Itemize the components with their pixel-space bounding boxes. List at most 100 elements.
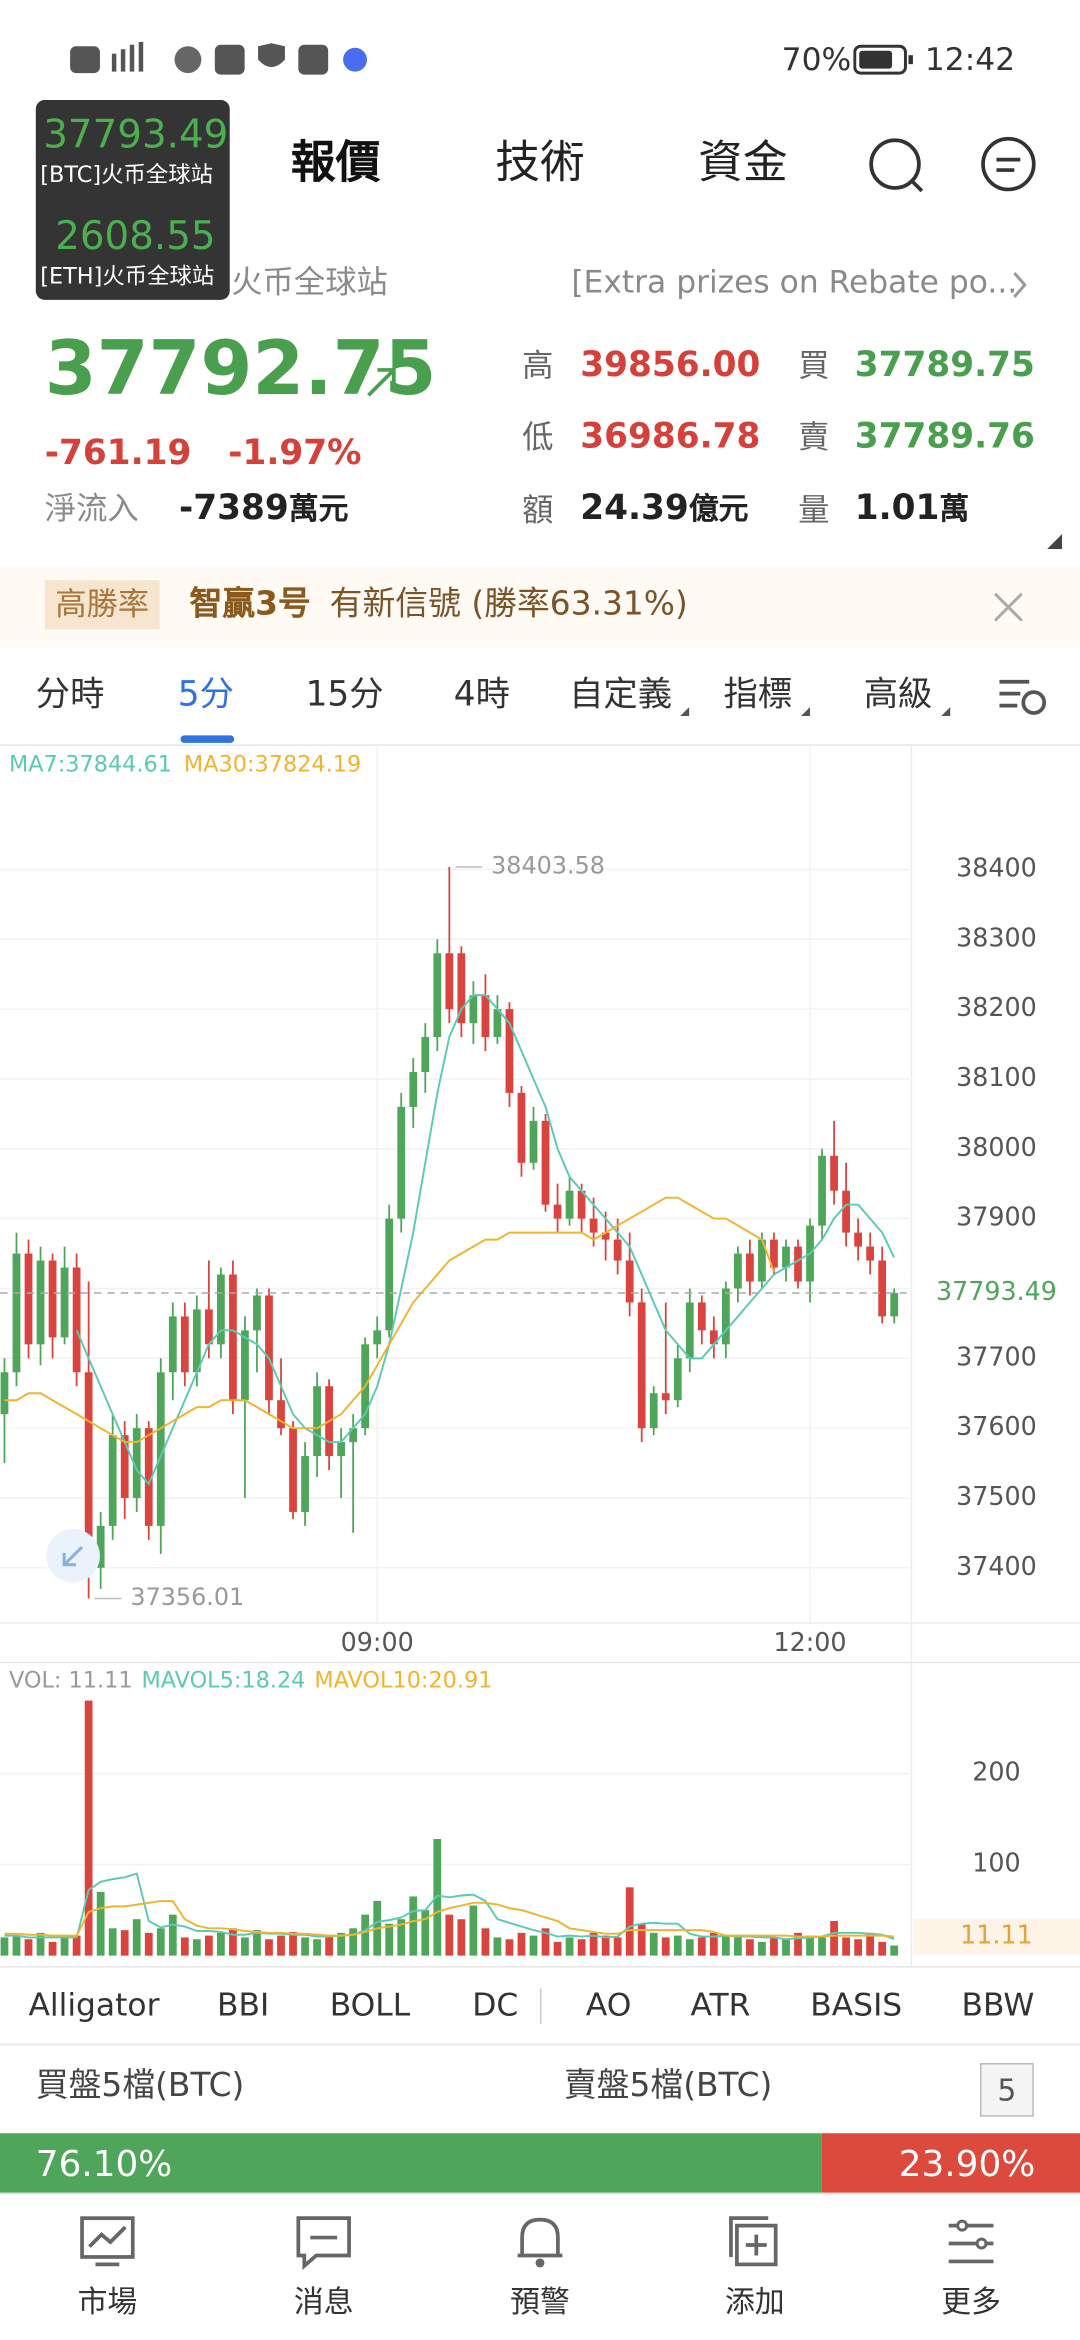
volume-bar (541, 1928, 550, 1956)
indicator-tab[interactable]: AO (585, 1986, 632, 2023)
indicator-tab[interactable]: BBW (961, 1986, 1035, 2023)
candle-body (217, 1274, 225, 1345)
y-tick-label: 37700 (956, 1341, 1037, 1371)
ticker-overlay[interactable]: 37793.49 [BTC]火币全球站 2608.55 [ETH]火币全球站 (35, 99, 230, 300)
indicator-tab[interactable]: BBI (217, 1986, 270, 2023)
volume-bar (229, 1928, 237, 1956)
candle-body (265, 1295, 273, 1401)
extreme-label: 37356.01 (130, 1583, 244, 1611)
interval-tab[interactable]: 指標 (723, 675, 793, 715)
legend-entry: MA7:37844.61 (9, 752, 172, 778)
interval-tab[interactable]: 5分 (177, 675, 234, 715)
volume-bar (349, 1928, 358, 1956)
candle-body (842, 1190, 850, 1233)
candle-body (577, 1190, 586, 1219)
interval-tab[interactable]: 分時 (35, 675, 105, 715)
candle-body (661, 1393, 670, 1401)
price-chart: 3740037500376003770037800379003800038100… (0, 745, 1080, 1664)
collapse-button[interactable] (45, 1528, 102, 1585)
nav-tab[interactable]: 資金 (698, 137, 788, 190)
divider (0, 1966, 1080, 1968)
candle-body (241, 1330, 249, 1401)
candle-body (541, 1120, 550, 1205)
divider (0, 1661, 1080, 1664)
depth-segment (0, 2133, 822, 2193)
stat-label: 高 (522, 347, 554, 384)
volume-bar (168, 1914, 177, 1956)
volume-bar (36, 1932, 45, 1956)
divider (0, 2043, 1080, 2046)
indicator-tab[interactable]: BASIS (810, 1986, 903, 2023)
depth-label: 23.90% (899, 2144, 1036, 2185)
chart-settings-icon[interactable] (996, 674, 1050, 719)
signal-badge: 高勝率 (44, 580, 160, 630)
candle-body (277, 1400, 285, 1429)
candle-body (529, 1120, 538, 1163)
candle-body (481, 995, 490, 1038)
y-tick-label: 38100 (956, 1062, 1037, 1092)
stat-value: 39856.00 (580, 346, 761, 385)
volume-bar (180, 1937, 189, 1956)
candle-body (433, 953, 442, 1038)
candle-body (553, 1204, 562, 1219)
candle-body (72, 1267, 81, 1373)
nav-tab[interactable]: 技術 (495, 137, 585, 190)
candle-body (313, 1386, 321, 1457)
promo-banner[interactable]: [Extra prizes on Rebate po... (571, 264, 1018, 300)
candle-body (445, 953, 454, 1010)
candle-body (84, 1372, 93, 1568)
nav-tab[interactable]: 報價 (290, 137, 381, 190)
volume-bar (842, 1937, 850, 1956)
close-icon[interactable] (990, 589, 1026, 625)
indicator-tab[interactable]: ATR (690, 1986, 751, 2023)
interval-tab[interactable]: 自定義 (569, 675, 673, 715)
stat-label: 量 (798, 492, 830, 529)
candle-body (0, 1372, 9, 1415)
nav-item[interactable]: 消息 (293, 2283, 354, 2320)
candle-body (12, 1253, 21, 1373)
signal-banner[interactable] (0, 566, 1080, 648)
interval-tab[interactable]: 15分 (305, 675, 384, 715)
status-icons (70, 41, 367, 75)
indicator-tab[interactable]: BOLL (329, 1986, 411, 2023)
message-icon[interactable] (976, 131, 1045, 200)
indicator-tab[interactable]: Alligator (28, 1986, 160, 2023)
volume-bar (721, 1935, 730, 1956)
y-tick-label: 38400 (956, 852, 1037, 882)
expand-corner[interactable] (1047, 534, 1063, 549)
volume-bar (192, 1939, 201, 1956)
ma-line (4, 1900, 895, 1938)
candle-body (794, 1246, 802, 1282)
search-icon[interactable] (862, 131, 931, 200)
volume-bar (120, 1930, 129, 1956)
volume-bar (156, 1928, 165, 1956)
interval-tab[interactable]: 高級 (863, 675, 933, 715)
signal-text: 有新信號 (勝率63.31%) (329, 586, 688, 624)
nav-item[interactable]: 預警 (510, 2283, 570, 2320)
volume-bar (481, 1928, 490, 1956)
volume-bar (890, 1945, 899, 1956)
volume-bar (457, 1919, 466, 1956)
ask-title: 賣盤5檔(BTC) (563, 2067, 773, 2105)
volume-bar (697, 1937, 706, 1956)
nav-item[interactable]: 添加 (724, 2283, 785, 2320)
stat-label: 額 (522, 492, 554, 529)
clock: 12:42 (924, 41, 1016, 78)
nav-item[interactable]: 市場 (77, 2283, 138, 2320)
candle-body (649, 1393, 658, 1429)
volume-bar (469, 1905, 478, 1956)
indicator-tab[interactable]: DC (472, 1986, 519, 2023)
candle-body (637, 1302, 646, 1429)
depth-label: 76.10% (36, 2144, 173, 2185)
volume-bar (277, 1935, 285, 1956)
candle-body (48, 1260, 57, 1338)
nav-item[interactable]: 更多 (941, 2283, 1001, 2320)
depth-button[interactable]: 5 (980, 2063, 1034, 2117)
dropdown-marks (680, 707, 951, 717)
stat-label: 賣 (798, 419, 830, 455)
candle-body (589, 1218, 598, 1233)
y-tick-label: 37500 (956, 1481, 1037, 1511)
interval-tab[interactable]: 4時 (453, 675, 510, 715)
volume-bar (625, 1887, 634, 1956)
